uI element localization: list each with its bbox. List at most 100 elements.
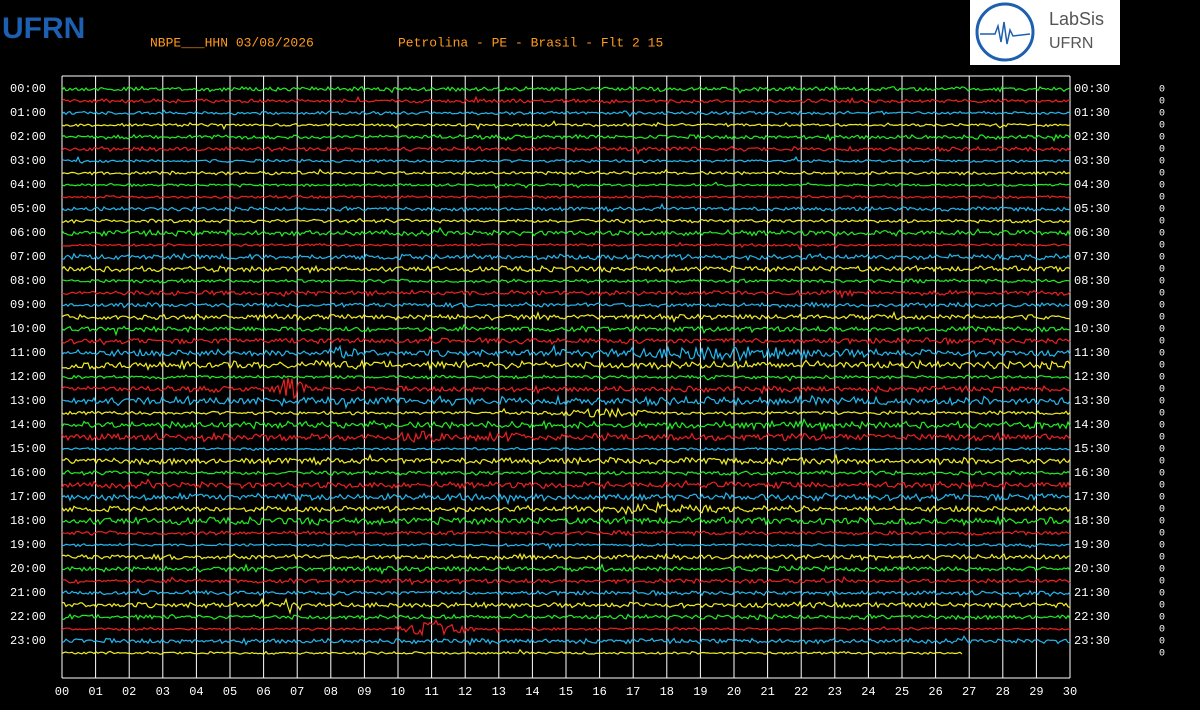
right-count: 0 — [1159, 97, 1165, 108]
trace — [61, 202, 1071, 213]
trace — [61, 417, 1071, 433]
right-hour-label: 20:30 — [1074, 562, 1110, 576]
left-hour-label: 19:00 — [10, 538, 46, 552]
left-hour-label: 07:00 — [10, 250, 46, 264]
logo-ring — [975, 2, 1035, 62]
x-tick-label: 05 — [223, 685, 237, 699]
right-hour-label: 16:30 — [1074, 466, 1110, 480]
right-count: 0 — [1159, 241, 1165, 252]
right-count: 0 — [1159, 193, 1165, 204]
trace — [61, 145, 1071, 156]
right-count: 0 — [1159, 589, 1165, 600]
left-hour-label: 10:00 — [10, 322, 46, 336]
x-tick-label: 06 — [256, 685, 270, 699]
left-hour-label: 05:00 — [10, 202, 46, 216]
right-count: 0 — [1159, 349, 1165, 360]
x-tick-label: 00 — [55, 685, 69, 699]
right-hour-label: 21:30 — [1074, 586, 1110, 600]
trace — [61, 358, 1071, 372]
x-tick-label: 07 — [290, 685, 304, 699]
left-hour-label: 13:00 — [10, 394, 46, 408]
trace — [61, 289, 1071, 300]
right-count: 0 — [1159, 313, 1165, 324]
x-tick-label: 14 — [525, 685, 539, 699]
trace — [61, 619, 1071, 637]
left-hour-label: 04:00 — [10, 178, 46, 192]
trace — [61, 478, 1071, 494]
trace — [61, 377, 1071, 400]
left-hour-label: 22:00 — [10, 610, 46, 624]
trace — [61, 241, 1071, 251]
trace — [61, 95, 1071, 105]
right-hour-label: 23:30 — [1074, 634, 1110, 648]
trace — [61, 635, 1071, 647]
station-title: NBPE___HHN 03/08/2026 — [150, 35, 314, 50]
right-count: 0 — [1159, 373, 1165, 384]
right-count: 0 — [1159, 409, 1165, 420]
x-tick-label: 02 — [122, 685, 136, 699]
left-hour-label: 15:00 — [10, 442, 46, 456]
x-tick-label: 13 — [492, 685, 506, 699]
trace — [61, 133, 1071, 142]
x-tick-label: 12 — [458, 685, 472, 699]
logo-right-title: LabSis — [1049, 9, 1104, 29]
right-count: 0 — [1159, 457, 1165, 468]
left-hour-label: 16:00 — [10, 466, 46, 480]
right-count: 0 — [1159, 121, 1165, 132]
trace — [61, 226, 1071, 238]
right-hour-label: 09:30 — [1074, 298, 1110, 312]
right-hour-label: 17:30 — [1074, 490, 1110, 504]
x-tick-label: 18 — [660, 685, 674, 699]
right-count: 0 — [1159, 301, 1165, 312]
right-hour-label: 15:30 — [1074, 442, 1110, 456]
trace — [61, 491, 1071, 506]
right-count: 0 — [1159, 505, 1165, 516]
x-tick-label: 25 — [895, 685, 909, 699]
right-count: 0 — [1159, 613, 1165, 624]
trace — [61, 407, 1071, 419]
left-hour-label: 08:00 — [10, 274, 46, 288]
right-count: 0 — [1159, 529, 1165, 540]
right-count: 0 — [1159, 205, 1165, 216]
x-tick-label: 03 — [156, 685, 170, 699]
left-hour-label: 00:00 — [10, 82, 46, 96]
right-hour-label: 01:30 — [1074, 106, 1110, 120]
trace — [61, 301, 1071, 309]
trace — [61, 430, 1071, 443]
x-tick-label: 26 — [928, 685, 942, 699]
right-count: 0 — [1159, 109, 1165, 120]
left-hour-label: 12:00 — [10, 370, 46, 384]
left-hour-label: 14:00 — [10, 418, 46, 432]
left-hour-label: 17:00 — [10, 490, 46, 504]
left-hour-label: 06:00 — [10, 226, 46, 240]
right-count: 0 — [1159, 169, 1165, 180]
trace — [61, 613, 1071, 621]
right-hour-label: 00:30 — [1074, 82, 1110, 96]
trace — [61, 252, 1071, 262]
right-count: 0 — [1159, 577, 1165, 588]
right-hour-label: 18:30 — [1074, 514, 1110, 528]
right-hour-label: 10:30 — [1074, 322, 1110, 336]
trace — [61, 469, 1071, 477]
trace — [61, 310, 1071, 323]
logo-right-sub: UFRN — [1049, 35, 1093, 52]
right-hour-label: 14:30 — [1074, 418, 1110, 432]
x-tick-label: 22 — [794, 685, 808, 699]
right-count: 0 — [1159, 493, 1165, 504]
right-hour-label: 11:30 — [1074, 346, 1110, 360]
trace — [61, 500, 1071, 516]
right-count: 0 — [1159, 253, 1165, 264]
right-hour-label: 05:30 — [1074, 202, 1110, 216]
trace — [61, 278, 1071, 285]
right-hour-label: 07:30 — [1074, 250, 1110, 264]
right-count: 0 — [1159, 85, 1165, 96]
right-count: 0 — [1159, 277, 1165, 288]
trace — [61, 85, 1071, 94]
trace — [61, 648, 963, 656]
left-hour-label: 18:00 — [10, 514, 46, 528]
right-hour-label: 22:30 — [1074, 610, 1110, 624]
right-count: 0 — [1159, 433, 1165, 444]
right-count: 0 — [1159, 481, 1165, 492]
x-tick-label: 17 — [626, 685, 640, 699]
